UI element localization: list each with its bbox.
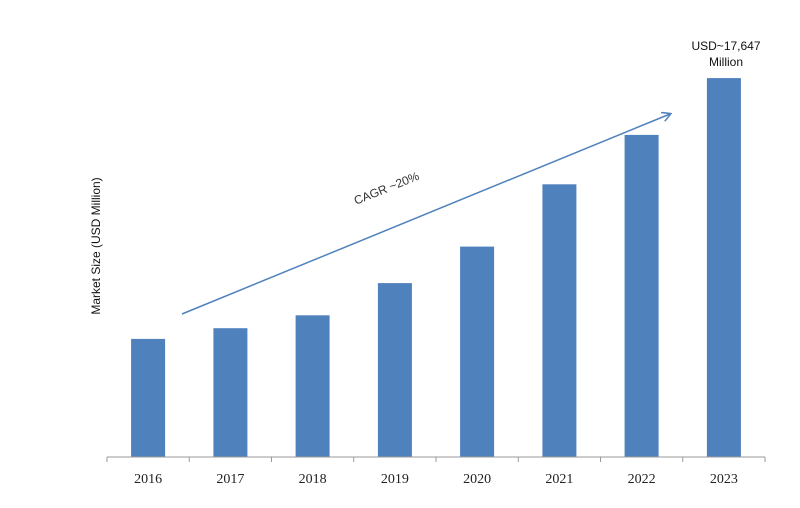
bar-2021 (542, 184, 577, 458)
bar-2016 (131, 338, 166, 457)
x-tick-label-2021: 2021 (545, 472, 573, 487)
bar-2017 (213, 328, 248, 457)
x-tick-label-2020: 2020 (463, 472, 491, 487)
x-tick-label-2018: 2018 (299, 472, 327, 487)
bar-2020 (460, 246, 495, 457)
x-tick-label-2022: 2022 (628, 472, 656, 487)
x-tick-label-2023: 2023 (710, 472, 738, 487)
final-value-label-line1: USD~17,647 (691, 39, 760, 53)
bar-2019 (377, 283, 412, 457)
bar-2018 (295, 315, 330, 457)
bars-group (131, 78, 741, 458)
bar-2022 (624, 134, 659, 457)
final-value-label-line2: Million (709, 55, 743, 69)
y-axis-label: Market Size (USD Million) (89, 177, 103, 314)
x-tick-label-2016: 2016 (134, 472, 162, 487)
cagr-label: CAGR ~20% (352, 169, 422, 208)
x-ticks-group: 2016 2017 2018 2019 2020 2021 2022 2023 (106, 457, 766, 487)
bar-2023 (706, 78, 741, 457)
x-tick-label-2019: 2019 (381, 472, 409, 487)
x-tick-label-2017: 2017 (216, 472, 244, 487)
cagr-arrow (181, 114, 670, 315)
